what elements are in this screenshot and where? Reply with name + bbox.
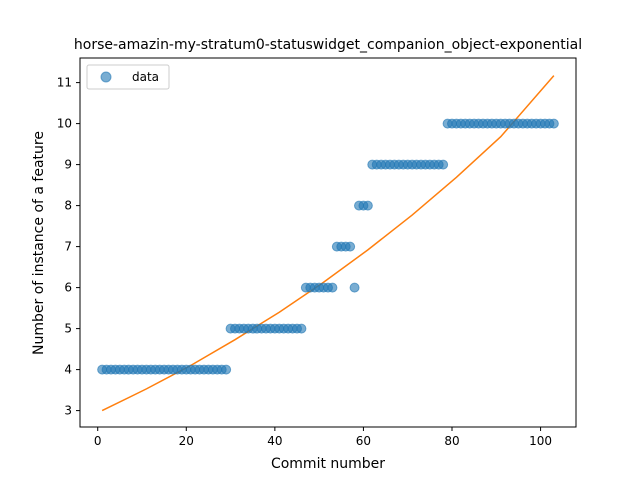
data-point: [362, 200, 373, 211]
y-tick-label: 6: [64, 281, 72, 295]
data-series: [97, 118, 559, 375]
data-point: [327, 282, 338, 293]
legend: data: [86, 64, 170, 90]
y-tick-label: 8: [64, 199, 72, 213]
data-point: [548, 118, 559, 129]
legend-box: [86, 64, 170, 90]
data-point: [345, 241, 356, 252]
data-point: [296, 323, 307, 334]
y-tick-label: 10: [57, 117, 72, 131]
data-point: [438, 159, 449, 170]
x-tick-label: 100: [529, 434, 552, 448]
legend-marker-data: [100, 71, 112, 83]
y-axis-label: Number of instance of a feature: [31, 131, 47, 355]
plot-frame: [79, 57, 577, 428]
x-tick-label: 80: [444, 434, 459, 448]
data-point: [349, 282, 360, 293]
x-tick-label: 60: [356, 434, 371, 448]
y-tick-label: 11: [57, 76, 72, 90]
y-tick-label: 3: [64, 404, 72, 418]
y-tick-label: 5: [64, 322, 72, 336]
data-point: [221, 364, 232, 375]
x-axis: 0 20 40 60 80 100: [94, 427, 552, 448]
y-tick-label: 9: [64, 158, 72, 172]
chart-title: horse-amazin-my-stratum0-statuswidget_co…: [74, 37, 582, 53]
y-axis: 3 4 5 6 7 8 9 10 11: [57, 76, 80, 418]
y-tick-label: 7: [64, 240, 72, 254]
x-axis-label: Commit number: [271, 456, 385, 472]
x-tick-label: 20: [179, 434, 194, 448]
plot-area: [79, 57, 577, 428]
x-tick-label: 40: [267, 434, 282, 448]
y-tick-label: 4: [64, 363, 72, 377]
x-tick-label: 0: [94, 434, 102, 448]
legend-label-data: data: [132, 70, 159, 84]
